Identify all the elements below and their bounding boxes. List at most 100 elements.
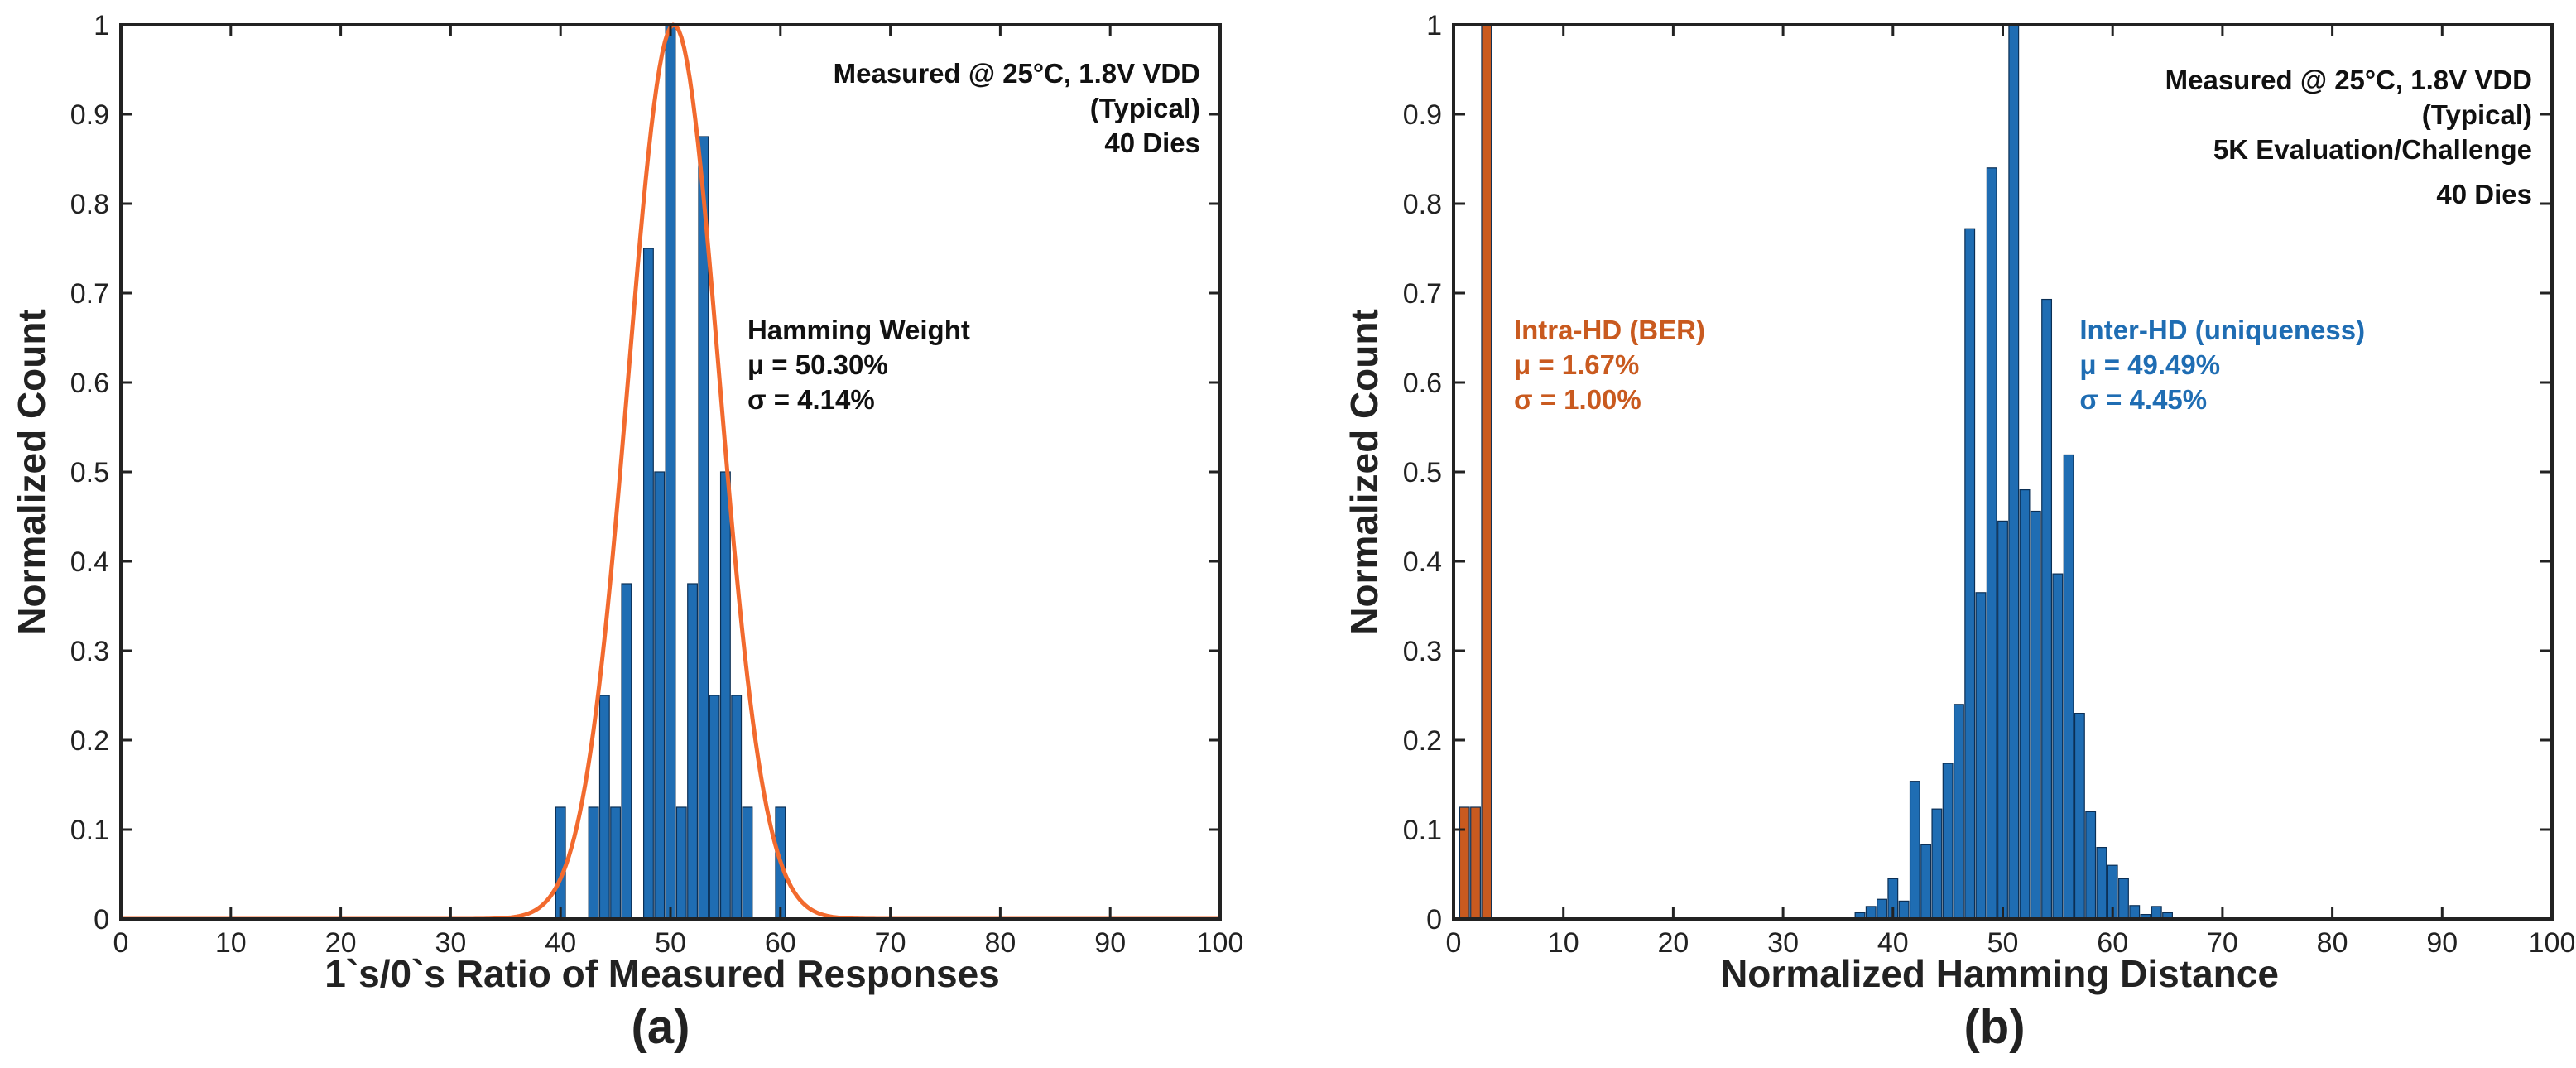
chart-b-inter-title: Inter-HD (uniqueness) (2079, 315, 2365, 345)
chart-a-bar-45 (610, 806, 622, 920)
chart-b-ytick-label: 0.2 (1403, 725, 1442, 757)
chart-a-xtick-label: 40 (545, 927, 576, 959)
chart-a-bar-49 (654, 471, 666, 920)
chart-b-bar-s1-64 (2151, 906, 2162, 920)
chart-b-bar-s1-58 (2085, 811, 2097, 920)
chart-b-ytick-label: 0.4 (1403, 546, 1442, 578)
chart-b-condition-line-1: Measured @ 25°C, 1.8V VDD (2165, 65, 2532, 95)
chart-b-panel-label: (b) (1963, 1000, 2025, 1054)
chart-a-bar-44 (598, 695, 610, 920)
chart-b-bar-s0-1 (1459, 806, 1470, 920)
chart-a-ytick-label: 0.1 (70, 815, 109, 846)
chart-b-bar-s0-3 (1481, 24, 1492, 920)
chart-a-stats-title: Hamming Weight (747, 315, 970, 345)
chart-b-bars (1459, 24, 2173, 920)
chart-b-condition-line-3: 5K Evaluation/Challenge (2213, 134, 2532, 165)
chart-a-ytick-label: 0.8 (70, 189, 109, 220)
chart-b-bar-s1-59 (2096, 846, 2107, 920)
chart-a-bar-54 (709, 695, 720, 920)
chart-a-x-axis-label: 1`s/0`s Ratio of Measured Responses (324, 952, 999, 995)
chart-a-bar-43 (588, 806, 599, 920)
chart-b-bar-s1-54 (2041, 298, 2053, 920)
chart-a-xtick-label: 60 (765, 927, 796, 959)
chart-b-bar-s1-39 (1877, 898, 1887, 920)
chart-b-bar-s1-57 (2074, 712, 2085, 920)
chart-b-ytick-label: 0.8 (1403, 189, 1442, 220)
chart-b-xtick-label: 0 (1446, 927, 1462, 959)
chart-a-stats-mean: μ = 50.30% (747, 349, 888, 380)
chart-a-xtick-label: 80 (984, 927, 1016, 959)
chart-a-ytick-label: 1 (94, 10, 109, 41)
chart-b-bar-s1-49 (1986, 167, 1997, 920)
chart-a-y-axis-label: Normalized Count (10, 309, 53, 635)
chart-b-bar-s1-43 (1920, 844, 1932, 920)
chart-b-ytick-label: 0.7 (1403, 278, 1442, 310)
chart-a-bar-51 (675, 806, 687, 920)
chart-a-bar-57 (742, 806, 753, 920)
chart-a-condition-line-1: Measured @ 25°C, 1.8V VDD (834, 58, 1200, 89)
chart-a-axes: 0 10 20 30 40 50 60 70 80 90 100 0 0.1 0.2 0.3 0.4 0.5 0.… (70, 10, 1244, 959)
chart-b-ytick-label: 0.1 (1403, 815, 1442, 846)
chart-a-xtick-label: 0 (113, 927, 129, 959)
chart-b-xtick-label: 20 (1657, 927, 1689, 959)
chart-a-condition-line-3: 40 Dies (1104, 127, 1200, 158)
chart-b-xtick-label: 70 (2207, 927, 2238, 959)
chart-b-bar-s1-45 (1942, 763, 1954, 920)
chart-b-xtick-label: 30 (1767, 927, 1799, 959)
chart-a-bar-56 (731, 695, 743, 920)
chart-b-intra-mean: μ = 1.67% (1514, 349, 1639, 380)
chart-b-xtick-label: 50 (1987, 927, 2019, 959)
chart-b-condition-line-4: 40 Dies (2436, 179, 2532, 209)
chart-b-bar-s1-46 (1953, 704, 1964, 920)
chart-a-ytick-label: 0.9 (70, 99, 109, 131)
chart-a-xtick-label: 20 (325, 927, 357, 959)
chart-a-ytick-label: 0 (94, 904, 109, 936)
chart-b-ytick-label: 0.9 (1403, 99, 1442, 131)
chart-b-bar-s1-41 (1898, 900, 1910, 920)
chart-a-bars (555, 24, 786, 920)
chart-b-bar-s1-44 (1931, 808, 1943, 920)
chart-a-xtick-label: 10 (215, 927, 247, 959)
chart-b-inter-mean: μ = 49.49% (2079, 349, 2220, 380)
chart-b-bar-s1-51 (2008, 24, 2020, 920)
chart-a-stats-sigma: σ = 4.14% (747, 384, 875, 415)
chart-a-xtick-label: 100 (1197, 927, 1244, 959)
chart-b-bar-s1-48 (1975, 592, 1987, 920)
chart-b-xtick-label: 60 (2097, 927, 2128, 959)
chart-a-ytick-label: 0.3 (70, 636, 109, 667)
chart-b-x-axis-label: Normalized Hamming Distance (1720, 952, 2279, 995)
chart-a-xtick-label: 70 (875, 927, 906, 959)
chart-a-bar-46 (621, 583, 632, 920)
chart-b-xtick-label: 40 (1877, 927, 1909, 959)
chart-b-ytick-label: 0.5 (1403, 457, 1442, 488)
chart-b-bar-s1-62 (2129, 905, 2141, 920)
chart-b-intra-title: Intra-HD (BER) (1514, 315, 1705, 345)
chart-a-bar-48 (642, 248, 654, 920)
chart-b-bar-s0-2 (1470, 806, 1481, 920)
chart-b-y-axis-label: Normalized Count (1343, 309, 1386, 635)
chart-b-xtick-label: 100 (2529, 927, 2576, 959)
chart-a-bar-55 (719, 471, 731, 920)
chart-b: 0 10 20 30 40 50 60 70 80 90 100 0 0.1 0.2 0.3 0.4 0.5 0.… (1343, 10, 2575, 1054)
chart-a-ytick-label: 0.7 (70, 278, 109, 310)
chart-a-xtick-label: 30 (435, 927, 466, 959)
chart-b-bar-s1-50 (1997, 520, 2008, 920)
chart-a-xtick-label: 90 (1094, 927, 1126, 959)
chart-a-ytick-label: 0.4 (70, 546, 109, 578)
chart-b-ytick-label: 1 (1426, 10, 1442, 41)
chart-b-ytick-label: 0.6 (1403, 368, 1442, 399)
chart-b-bar-s1-61 (2118, 878, 2129, 920)
chart-b-condition-line-2: (Typical) (2422, 99, 2532, 130)
chart-b-bar-s1-38 (1865, 906, 1877, 920)
chart-b-bar-s1-47 (1964, 228, 1976, 920)
chart-b-bar-s1-55 (2052, 573, 2064, 920)
chart-a-bar-50 (665, 24, 676, 920)
chart-a-xtick-label: 50 (655, 927, 686, 959)
chart-b-xtick-label: 10 (1548, 927, 1579, 959)
chart-a: 0 10 20 30 40 50 60 70 80 90 100 0 0.1 0.2 0.3 0.4 0.5 0.… (10, 10, 1243, 1054)
chart-a-ytick-label: 0.2 (70, 725, 109, 757)
chart-b-intra-sigma: σ = 1.00% (1514, 384, 1641, 415)
chart-b-bar-s1-56 (2063, 454, 2074, 920)
